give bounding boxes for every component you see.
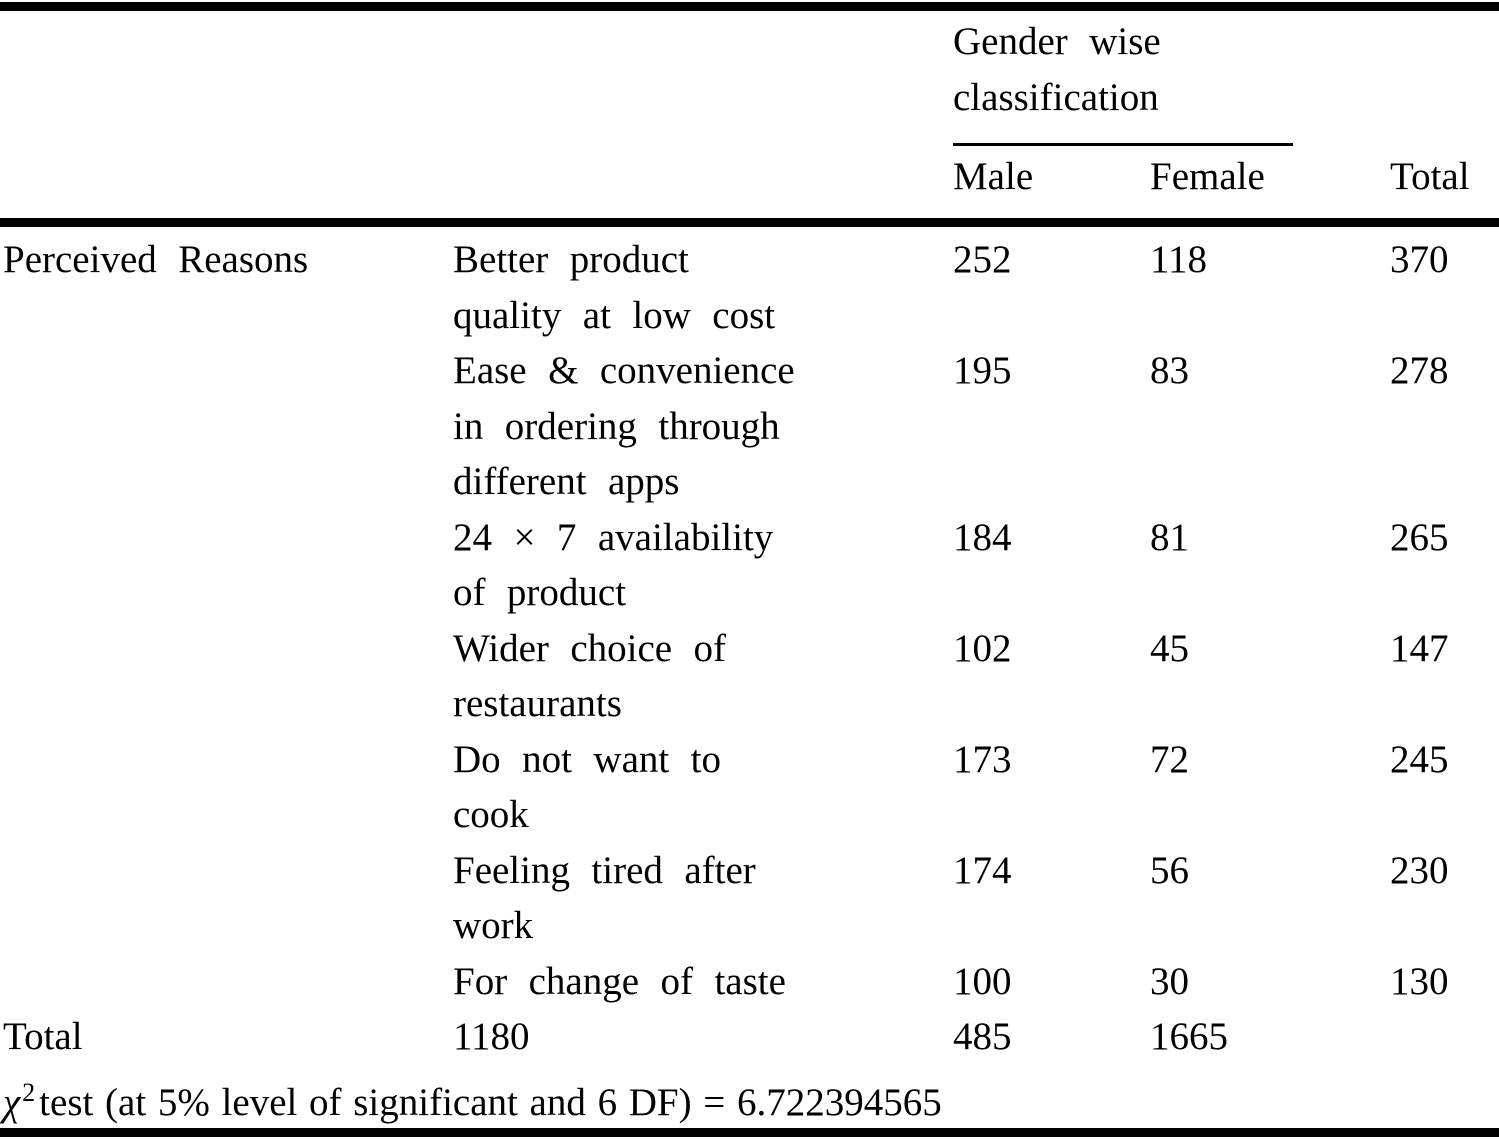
table-row: Wider choice of restaurants 102 45 147: [0, 621, 1499, 732]
reason-line: cook: [453, 793, 529, 836]
reason-line: Ease & convenience: [453, 349, 795, 392]
total-count: 130: [1390, 959, 1449, 1003]
reason-line: work: [453, 904, 534, 947]
total-col4-value: 1665: [1150, 1015, 1228, 1058]
table-row: Ease & convenience in ordering through d…: [0, 343, 1499, 510]
reason-line: For change of taste: [453, 959, 786, 1003]
table-row: 24 × 7 availability of product 184 81 26…: [0, 510, 1499, 621]
total-column-header: Total: [1390, 155, 1470, 198]
male-column-header: Male: [953, 155, 1034, 198]
table-top-rule: [0, 2, 1499, 11]
gender-header-line2: classification: [953, 75, 1159, 119]
female-count: 118: [1150, 238, 1208, 281]
reason-line: Wider choice of: [453, 626, 727, 670]
total-count: 370: [1390, 238, 1449, 281]
reason-line: Better product: [453, 238, 689, 281]
total-col2-value: 1180: [453, 1015, 530, 1058]
reason-cell: Ease & convenience in ordering through d…: [453, 343, 953, 510]
male-count: 195: [953, 349, 1012, 392]
reason-cell: Do not want to cook: [453, 732, 953, 843]
reason-line: Feeling tired after: [453, 848, 756, 892]
reason-line: quality at low cost: [453, 293, 776, 337]
female-count: 30: [1150, 959, 1189, 1003]
chi-exponent: 2: [22, 1077, 36, 1107]
total-row: Total 1180 485 1665: [0, 1009, 1499, 1065]
male-count: 100: [953, 959, 1012, 1003]
row-group-label: Perceived Reasons: [3, 238, 309, 281]
gender-header-underline: [953, 143, 1293, 146]
column-header-row: Male Female Total: [0, 149, 1499, 205]
reason-cell: Wider choice of restaurants: [453, 621, 953, 732]
table-row: Do not want to cook 173 72 245: [0, 732, 1499, 843]
female-count: 81: [1150, 515, 1189, 559]
reason-line: restaurants: [453, 682, 622, 725]
table-body: Perceived Reasons Better product quality…: [0, 232, 1499, 1130]
male-count: 102: [953, 626, 1012, 670]
male-count: 173: [953, 737, 1012, 781]
female-count: 45: [1150, 626, 1189, 670]
reason-cell: Feeling tired after work: [453, 843, 953, 954]
table-bottom-rule: [0, 1128, 1499, 1137]
female-count: 56: [1150, 848, 1189, 892]
reason-line: Do not want to: [453, 737, 721, 781]
total-count: 265: [1390, 515, 1449, 559]
total-row-label: Total: [3, 1015, 83, 1058]
chi-text: test (at 5% level of significant and 6 D…: [39, 1080, 942, 1124]
gender-classification-header: Gender wise classification: [953, 14, 1161, 125]
reason-cell: 24 × 7 availability of product: [453, 510, 953, 621]
table-row: Perceived Reasons Better product quality…: [0, 232, 1499, 343]
male-count: 252: [953, 238, 1012, 281]
female-column-header: Female: [1150, 155, 1265, 198]
total-count: 230: [1390, 848, 1449, 892]
reason-cell: For change of taste: [453, 954, 953, 1010]
male-count: 174: [953, 848, 1012, 892]
table-header-rule: [0, 218, 1499, 227]
reason-line: different apps: [453, 460, 680, 503]
reason-line: of product: [453, 571, 627, 614]
total-count: 278: [1390, 349, 1449, 392]
gender-header-line1: Gender wise: [953, 20, 1161, 63]
table-row: Feeling tired after work 174 56 230: [0, 843, 1499, 954]
total-count: 245: [1390, 737, 1449, 781]
chi-square-note: χ2 test (at 5% level of significant and 6…: [0, 1065, 1499, 1131]
female-count: 83: [1150, 349, 1189, 392]
reason-line: in ordering through: [453, 404, 780, 448]
reason-line: 24 × 7 availability: [453, 515, 774, 559]
reason-cell: Better product quality at low cost: [453, 232, 953, 343]
table-row: For change of taste 100 30 130: [0, 954, 1499, 1010]
total-count: 147: [1390, 626, 1449, 670]
male-count: 184: [953, 515, 1012, 559]
female-count: 72: [1150, 737, 1189, 781]
total-col3-value: 485: [953, 1015, 1012, 1058]
chi-symbol: χ: [3, 1080, 21, 1124]
